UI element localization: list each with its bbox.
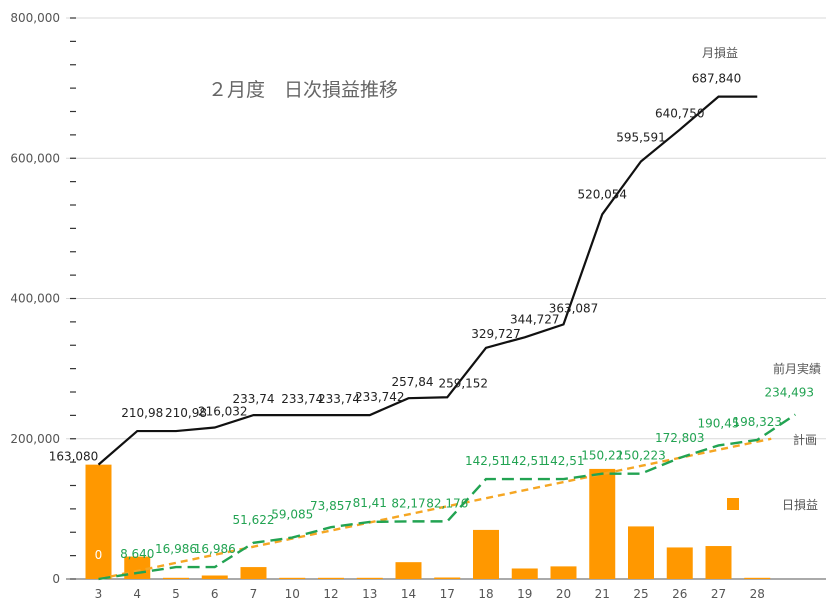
y-tick-label: 0 [52, 572, 60, 586]
x-tick-label: 5 [172, 587, 180, 601]
x-tick-label: 27 [711, 587, 726, 601]
x-tick-label: 19 [517, 587, 532, 601]
cumulative-data-label: 363,087 [549, 301, 599, 315]
daily-pnl-bar [666, 547, 693, 579]
cumulative-data-label: 344,727 [510, 312, 560, 326]
legend-label: 日損益 [782, 497, 818, 512]
plan-line [98, 437, 772, 581]
previous-month-data-label: 234,493 [764, 386, 814, 400]
x-tick-label: 14 [401, 587, 416, 601]
previous-month-data-label: 16,986 [155, 542, 197, 556]
previous-month-data-label: 142,51 [504, 454, 546, 468]
x-tick-label: 28 [750, 587, 765, 601]
previous-month-data-label: 0 [95, 548, 103, 562]
daily-pnl-bar [434, 577, 461, 579]
daily-pnl-bar [85, 464, 112, 579]
previous-month-data-label: 8,640 [120, 547, 154, 561]
cumulative-data-label: 233,74 [233, 392, 275, 406]
legend-swatch [727, 498, 739, 510]
y-tick-label: 400,000 [10, 292, 60, 306]
previous-month-path [98, 413, 796, 581]
cumulative-data-label: 233,74 [281, 392, 323, 406]
x-tick-label: 3 [95, 587, 103, 601]
x-tick-label: 7 [250, 587, 258, 601]
previous-month-data-label: 142,51 [465, 454, 507, 468]
daily-pnl-bar [279, 577, 306, 579]
daily-pnl-bar [395, 562, 422, 579]
x-tick-label: 4 [133, 587, 141, 601]
daily-pnl-bar [511, 568, 538, 579]
legend: 日損益 [727, 497, 818, 512]
daily-pnl-bar [318, 577, 344, 579]
x-tick-label: 25 [633, 587, 648, 601]
daily-pnl-bar [550, 566, 577, 579]
previous-month-data-label: 142,51 [543, 454, 585, 468]
previous-month-data-label: 73,857 [310, 499, 352, 513]
daily-pnl-bar [744, 577, 771, 579]
previous-month-data-label: 172,803 [655, 431, 705, 445]
x-tick-label: 20 [556, 587, 571, 601]
previous-month-data-label: 59,085 [271, 508, 313, 522]
cumulative-path [97, 95, 758, 466]
previous-month-line [98, 413, 796, 581]
cumulative-data-label: 329,727 [471, 327, 521, 341]
cumulative-data-label: 257,84 [392, 375, 434, 389]
previous-month-data-label: 198,323 [732, 415, 782, 429]
daily-pnl-bars [85, 464, 771, 579]
daily-pnl-bar [201, 575, 228, 579]
x-tick-label: 26 [672, 587, 687, 601]
y-tick-label: 600,000 [10, 151, 60, 165]
daily-pnl-bar [473, 529, 499, 579]
cumulative-data-label: 210,98 [121, 406, 163, 420]
x-tick-label: 12 [323, 587, 338, 601]
plan-line-path [98, 437, 772, 581]
previous-month-data-label: 81,41 [353, 496, 387, 510]
y-axis: 0 200,000 400,000 600,000 800,000 [10, 11, 76, 586]
x-axis: 3 4 5 6 7 10 12 13 14 17 18 19 20 21 25 26 27 28 [95, 587, 765, 601]
previous-month-data-label: 82,176 [426, 496, 468, 510]
daily-pnl-bar [589, 468, 616, 579]
daily-pnl-bar [628, 526, 654, 579]
x-tick-label: 13 [362, 587, 377, 601]
plan-series-label: 計画 [793, 432, 817, 447]
cumulative-data-label: 233,742 [355, 390, 405, 404]
previous-month-series-label: 前月実績 [773, 361, 821, 376]
previous-month-data-label: 82,17 [391, 496, 425, 510]
cumulative-data-label: 640,750 [655, 107, 705, 121]
x-tick-label: 6 [211, 587, 219, 601]
previous-month-data-label: 190,45 [698, 416, 740, 430]
cumulative-data-label: 687,840 [692, 72, 742, 86]
cumulative-data-label: 216,032 [198, 405, 248, 419]
y-tick-label: 800,000 [10, 11, 60, 25]
cumulative-line [97, 95, 758, 466]
daily-pnl-bar [705, 546, 732, 579]
previous-month-data-label: 51,622 [233, 513, 275, 527]
cumulative-data-label: 595,591 [616, 130, 666, 144]
cumulative-data-label: 163,080 [49, 450, 99, 464]
daily-pnl-bar [356, 577, 383, 579]
previous-month-data-label: 150,223 [616, 449, 666, 463]
cumulative-data-label: 210,98 [165, 406, 207, 420]
x-tick-label: 17 [440, 587, 455, 601]
x-tick-label: 18 [478, 587, 493, 601]
previous-month-data-label: 150,22 [581, 449, 623, 463]
cumulative-data-label: 233,74 [318, 392, 360, 406]
previous-month-data-label: 16,986 [194, 542, 236, 556]
cumulative-data-label: 520,054 [577, 187, 627, 201]
cumulative-data-label: 259,152 [438, 376, 488, 390]
daily-pnl-bar [240, 567, 267, 579]
x-tick-label: 10 [285, 587, 300, 601]
daily-pnl-bar [124, 556, 151, 579]
x-tick-label: 21 [595, 587, 610, 601]
daily-pnl-bar [163, 577, 189, 579]
y-tick-label: 200,000 [10, 432, 60, 446]
chart-title: ２月度 日次損益推移 [208, 79, 398, 101]
cumulative-series-label: 月損益 [702, 45, 738, 60]
